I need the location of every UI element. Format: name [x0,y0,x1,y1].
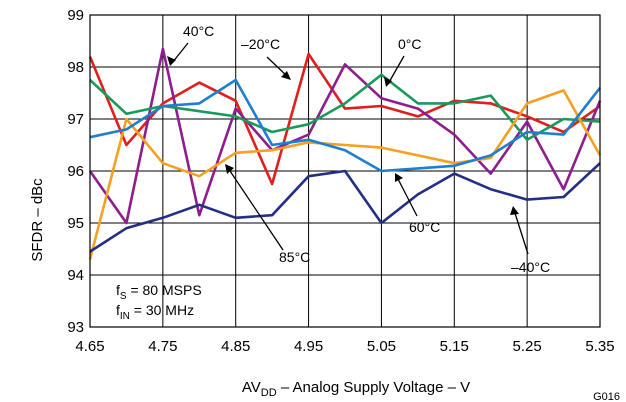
condition-fs-value: = 80 MSPS [127,282,202,298]
figure-id: G016 [593,391,620,402]
y-tick-label: 97 [67,111,84,128]
annotation-40c-arrowhead [167,56,176,66]
y-tick-label: 96 [67,163,84,180]
annotation-minus40c-arrow [513,209,529,255]
annotation-0c: 0°C [398,36,422,52]
x-tick-label: 5.05 [367,338,396,355]
series-line-minus40c [89,162,601,253]
x-tick-label: 5.25 [513,338,542,355]
annotation-60c: 60°C [409,219,440,235]
x-tick-label: 4.65 [75,338,104,355]
x-axis-label: AVDD – Analog Supply Voltage – V [242,379,470,399]
annotation-85c-arrow [227,167,284,251]
y-tick-label: 98 [67,59,84,76]
y-tick-label: 94 [67,267,84,284]
annotation-60c-arrowhead [395,173,403,182]
series-line-85c [88,89,602,260]
annotation-minus40c-arrowhead [510,206,519,215]
condition-fs-symbol: f [116,282,120,298]
annotations: 40°C –20°C 0°C 85°C 60°C –40°C [167,23,550,275]
x-axis-label-subscript: DD [261,387,277,399]
y-axis-label: SFDR – dBc [29,178,46,262]
annotation-60c-arrow [396,176,418,217]
x-tick-label: 4.85 [221,338,250,355]
series-line-40c [88,52,601,186]
series-line-0c [89,73,601,142]
annotation-85c-arrowhead [225,164,234,174]
x-tick-label: 5.35 [585,338,614,355]
condition-fin-symbol: f [116,302,120,318]
condition-fin-value: = 30 MHz [130,302,194,318]
annotation-85c: 85°C [279,249,310,265]
y-tick-labels: 93 94 95 96 97 98 99 [67,7,84,336]
condition-fin: fIN = 30 MHz [116,302,194,322]
annotation-minus20c-arrowhead [281,71,291,80]
y-tick-label: 95 [67,215,84,232]
annotation-40c: 40°C [183,23,214,39]
x-tick-label: 4.95 [294,338,323,355]
x-tick-label: 5.15 [440,338,469,355]
y-tick-label: 93 [67,319,84,336]
annotation-0c-arrow [387,55,405,85]
annotation-minus40c: –40°C [511,259,550,275]
series-group [88,47,602,260]
x-axis-label-rest: – Analog Supply Voltage – V [277,379,470,396]
x-tick-label: 4.75 [148,338,177,355]
condition-fin-subscript: IN [120,311,130,322]
condition-fs-subscript: S [120,291,127,302]
annotation-minus20c: –20°C [241,36,280,52]
x-axis-label-main: AV [242,379,261,396]
annotation-0c-arrowhead [384,77,392,87]
plot-frame [89,14,601,328]
x-tick-labels: 4.65 4.75 4.85 4.95 5.05 5.15 5.25 5.35 [75,338,614,355]
condition-fs: fS = 80 MSPS [116,282,202,302]
y-tick-label: 99 [67,7,84,24]
series-line-60c [89,78,602,173]
